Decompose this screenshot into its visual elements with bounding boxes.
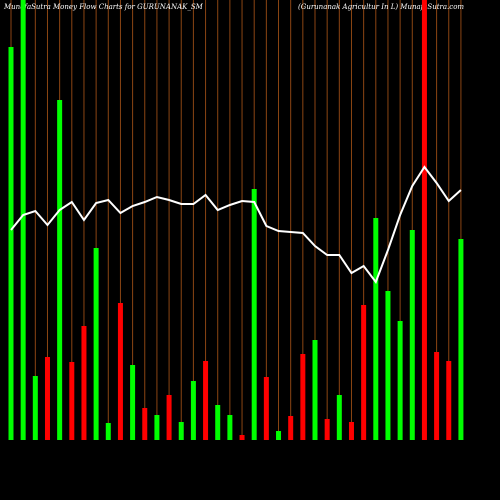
bar xyxy=(20,0,26,440)
bar xyxy=(397,321,403,440)
bar xyxy=(215,405,221,440)
bar xyxy=(93,248,99,440)
bar xyxy=(227,415,233,440)
bar xyxy=(421,0,427,440)
bar xyxy=(300,354,306,440)
bar xyxy=(336,395,342,440)
bar xyxy=(69,362,75,440)
bar xyxy=(361,305,367,440)
bar xyxy=(81,326,87,440)
bar xyxy=(263,377,269,440)
bar xyxy=(446,361,452,440)
bar xyxy=(312,340,318,440)
chart-subtitle: (Gurunanak Agricultur In L) MunafaSutra.… xyxy=(298,3,464,11)
bar xyxy=(130,365,136,440)
bar xyxy=(166,395,172,440)
money-flow-line xyxy=(10,165,462,285)
bar xyxy=(373,218,379,440)
bar xyxy=(239,435,245,440)
bar xyxy=(409,230,415,440)
bar xyxy=(190,381,196,440)
chart-title: MunafaSutra Money Flow Charts for GURUNA… xyxy=(3,3,204,11)
bar xyxy=(385,291,391,440)
bar xyxy=(276,431,282,440)
bar xyxy=(348,422,354,440)
bar xyxy=(142,408,148,440)
bar xyxy=(324,419,330,440)
bar xyxy=(203,361,209,440)
bar xyxy=(44,357,50,440)
bar xyxy=(8,47,14,440)
bar xyxy=(32,376,38,440)
bar xyxy=(458,239,464,440)
bar xyxy=(57,100,63,440)
bar xyxy=(434,352,440,440)
bar xyxy=(251,189,257,440)
bar xyxy=(288,416,294,440)
bar xyxy=(105,423,111,440)
bar xyxy=(154,415,160,440)
bar xyxy=(117,303,123,440)
bar xyxy=(178,422,184,440)
